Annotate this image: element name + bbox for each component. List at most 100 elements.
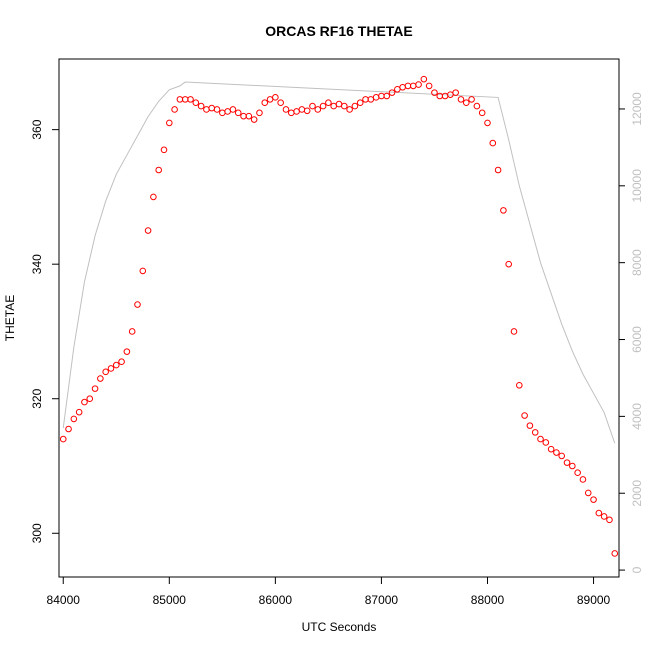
data-point bbox=[574, 469, 581, 477]
data-point bbox=[399, 83, 406, 91]
data-point bbox=[452, 89, 459, 96]
y2-tick-label: 12000 bbox=[630, 92, 644, 126]
data-point bbox=[155, 166, 162, 174]
data-point bbox=[181, 96, 189, 103]
data-point bbox=[282, 106, 290, 113]
data-point bbox=[303, 107, 311, 115]
data-point bbox=[590, 496, 597, 503]
data-point bbox=[356, 99, 364, 107]
data-point bbox=[102, 368, 109, 376]
data-point bbox=[59, 435, 67, 443]
data-point bbox=[171, 106, 178, 113]
y-tick-label: 340 bbox=[30, 254, 44, 274]
y-axis-label: THETAE bbox=[3, 295, 17, 341]
data-point bbox=[266, 96, 274, 103]
data-point bbox=[86, 395, 94, 403]
data-point bbox=[362, 96, 369, 103]
data-point bbox=[160, 146, 168, 154]
data-point bbox=[335, 100, 343, 108]
data-point bbox=[478, 109, 486, 117]
data-point bbox=[97, 375, 104, 382]
data-point bbox=[531, 429, 539, 436]
y-tick-label: 300 bbox=[30, 523, 44, 543]
secondary-series-layer bbox=[62, 81, 616, 444]
data-point bbox=[319, 102, 327, 110]
data-point bbox=[489, 139, 497, 147]
data-point bbox=[261, 99, 269, 107]
data-point bbox=[388, 89, 396, 96]
data-point bbox=[606, 516, 613, 524]
data-point bbox=[457, 96, 465, 103]
data-point bbox=[208, 104, 216, 112]
data-point bbox=[569, 462, 576, 470]
data-point bbox=[81, 398, 88, 406]
data-point bbox=[468, 96, 475, 103]
x-tick-label: 89000 bbox=[577, 593, 611, 607]
data-point bbox=[325, 99, 332, 107]
data-point bbox=[250, 116, 258, 123]
data-point bbox=[91, 385, 99, 392]
data-point bbox=[494, 166, 502, 174]
data-point bbox=[558, 452, 566, 460]
data-point bbox=[65, 425, 72, 433]
data-point bbox=[112, 361, 120, 369]
y2-tick-label: 10000 bbox=[630, 169, 644, 203]
data-point bbox=[123, 348, 131, 355]
data-point bbox=[144, 227, 152, 234]
data-point bbox=[213, 106, 221, 113]
plot-frame bbox=[58, 58, 620, 578]
data-point bbox=[516, 381, 523, 389]
data-point bbox=[542, 439, 550, 446]
data-point bbox=[166, 119, 173, 127]
data-point bbox=[234, 109, 242, 117]
x-tick-label: 88000 bbox=[471, 593, 505, 607]
y2-tick-label: 8000 bbox=[630, 249, 644, 276]
data-point bbox=[553, 449, 560, 456]
data-point bbox=[378, 92, 385, 100]
data-point bbox=[128, 328, 136, 335]
data-point bbox=[298, 106, 306, 113]
thetae-points-layer bbox=[59, 75, 619, 557]
secondary-series-line bbox=[62, 81, 616, 444]
data-point bbox=[245, 112, 253, 120]
data-point bbox=[526, 422, 534, 429]
data-point bbox=[277, 99, 284, 107]
data-point bbox=[420, 75, 428, 83]
data-point bbox=[107, 365, 115, 372]
data-point bbox=[139, 267, 147, 275]
y2-tick-label: 0 bbox=[630, 566, 644, 573]
data-point bbox=[75, 408, 83, 416]
data-point bbox=[547, 445, 555, 453]
data-point bbox=[192, 99, 200, 107]
y2-tick-label: 6000 bbox=[630, 326, 644, 353]
data-point bbox=[372, 94, 380, 101]
data-point bbox=[150, 193, 157, 201]
data-point bbox=[240, 112, 247, 120]
data-point bbox=[436, 92, 444, 100]
data-point bbox=[351, 102, 359, 110]
data-point bbox=[330, 102, 337, 110]
data-point bbox=[272, 94, 279, 101]
y-axis-right: 0 2000 4000 6000 8000 10000 12000 bbox=[618, 92, 644, 573]
data-point bbox=[425, 82, 433, 90]
data-point bbox=[293, 108, 300, 115]
data-point bbox=[521, 412, 528, 419]
y2-tick-label: 4000 bbox=[630, 403, 644, 430]
data-point bbox=[415, 81, 422, 88]
data-point bbox=[70, 415, 78, 423]
data-point bbox=[256, 109, 263, 117]
data-point bbox=[595, 509, 603, 517]
x-axis-label: UTC Seconds bbox=[302, 620, 377, 634]
y-tick-label: 360 bbox=[30, 119, 44, 139]
data-point bbox=[118, 358, 125, 366]
x-tick-label: 85000 bbox=[153, 593, 187, 607]
data-point bbox=[346, 106, 353, 113]
data-point bbox=[441, 92, 449, 100]
data-point bbox=[187, 96, 194, 103]
x-tick-label: 87000 bbox=[365, 593, 399, 607]
data-point bbox=[341, 102, 348, 110]
data-point bbox=[383, 92, 391, 100]
chart-title: ORCAS RF16 THETAE bbox=[265, 23, 413, 39]
data-point bbox=[404, 82, 412, 90]
